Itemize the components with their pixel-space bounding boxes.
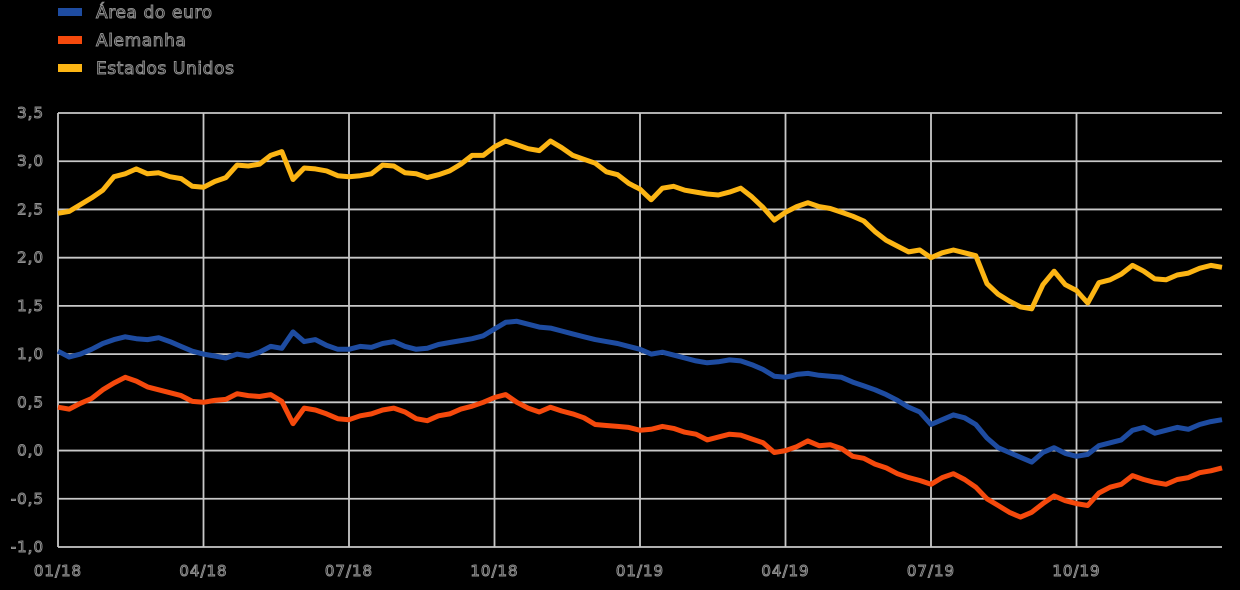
x-tick-label: 10/18 bbox=[470, 562, 518, 580]
legend: Área do euro Alemanha Estados Unidos bbox=[58, 1, 235, 80]
x-tick-label: 07/18 bbox=[325, 562, 373, 580]
x-tick-label: 07/19 bbox=[907, 562, 955, 580]
y-tick-label: 0,5 bbox=[17, 393, 44, 411]
series-line-área-do-euro bbox=[56, 318, 1223, 465]
gridlines bbox=[57, 112, 1222, 548]
series-line-estados-unidos bbox=[57, 138, 1223, 312]
x-tick-label: 01/18 bbox=[34, 562, 82, 580]
x-axis-labels: 01/18 04/18 07/18 10/18 01/19 04/19 07/19 10/19 bbox=[33, 562, 1100, 581]
y-tick-label: -0,5 bbox=[11, 490, 44, 508]
y-tick-label: 1,5 bbox=[17, 297, 44, 315]
legend-label-estados-unidos: Estados Unidos bbox=[96, 59, 235, 79]
y-tick-label: 2,0 bbox=[17, 249, 44, 267]
y-tick-label: 0,0 bbox=[17, 442, 44, 460]
legend-swatch-area-do-euro bbox=[58, 8, 82, 16]
legend-label-area-do-euro: Área do euro bbox=[96, 1, 213, 23]
y-axis-labels: 3,5 3,0 2,5 2,0 1,5 1,0 0,5 0,0 -0,5 -1,0 bbox=[10, 104, 44, 557]
series-lines bbox=[56, 138, 1223, 520]
x-tick-label: 04/19 bbox=[761, 562, 809, 580]
y-tick-label: 2,5 bbox=[17, 200, 44, 218]
legend-label-alemanha: Alemanha bbox=[96, 31, 187, 51]
y-tick-label: -1,0 bbox=[11, 538, 44, 556]
legend-swatch-estados-unidos bbox=[58, 64, 82, 72]
legend-swatch-alemanha bbox=[58, 36, 82, 44]
series-line-alemanha bbox=[57, 374, 1223, 520]
y-tick-label: 1,0 bbox=[17, 345, 44, 363]
x-tick-label: 10/19 bbox=[1052, 562, 1100, 580]
x-tick-label: 01/19 bbox=[616, 562, 664, 580]
x-tick-label: 04/18 bbox=[179, 562, 227, 580]
y-tick-label: 3,0 bbox=[17, 152, 44, 170]
y-tick-label: 3,5 bbox=[17, 104, 44, 122]
